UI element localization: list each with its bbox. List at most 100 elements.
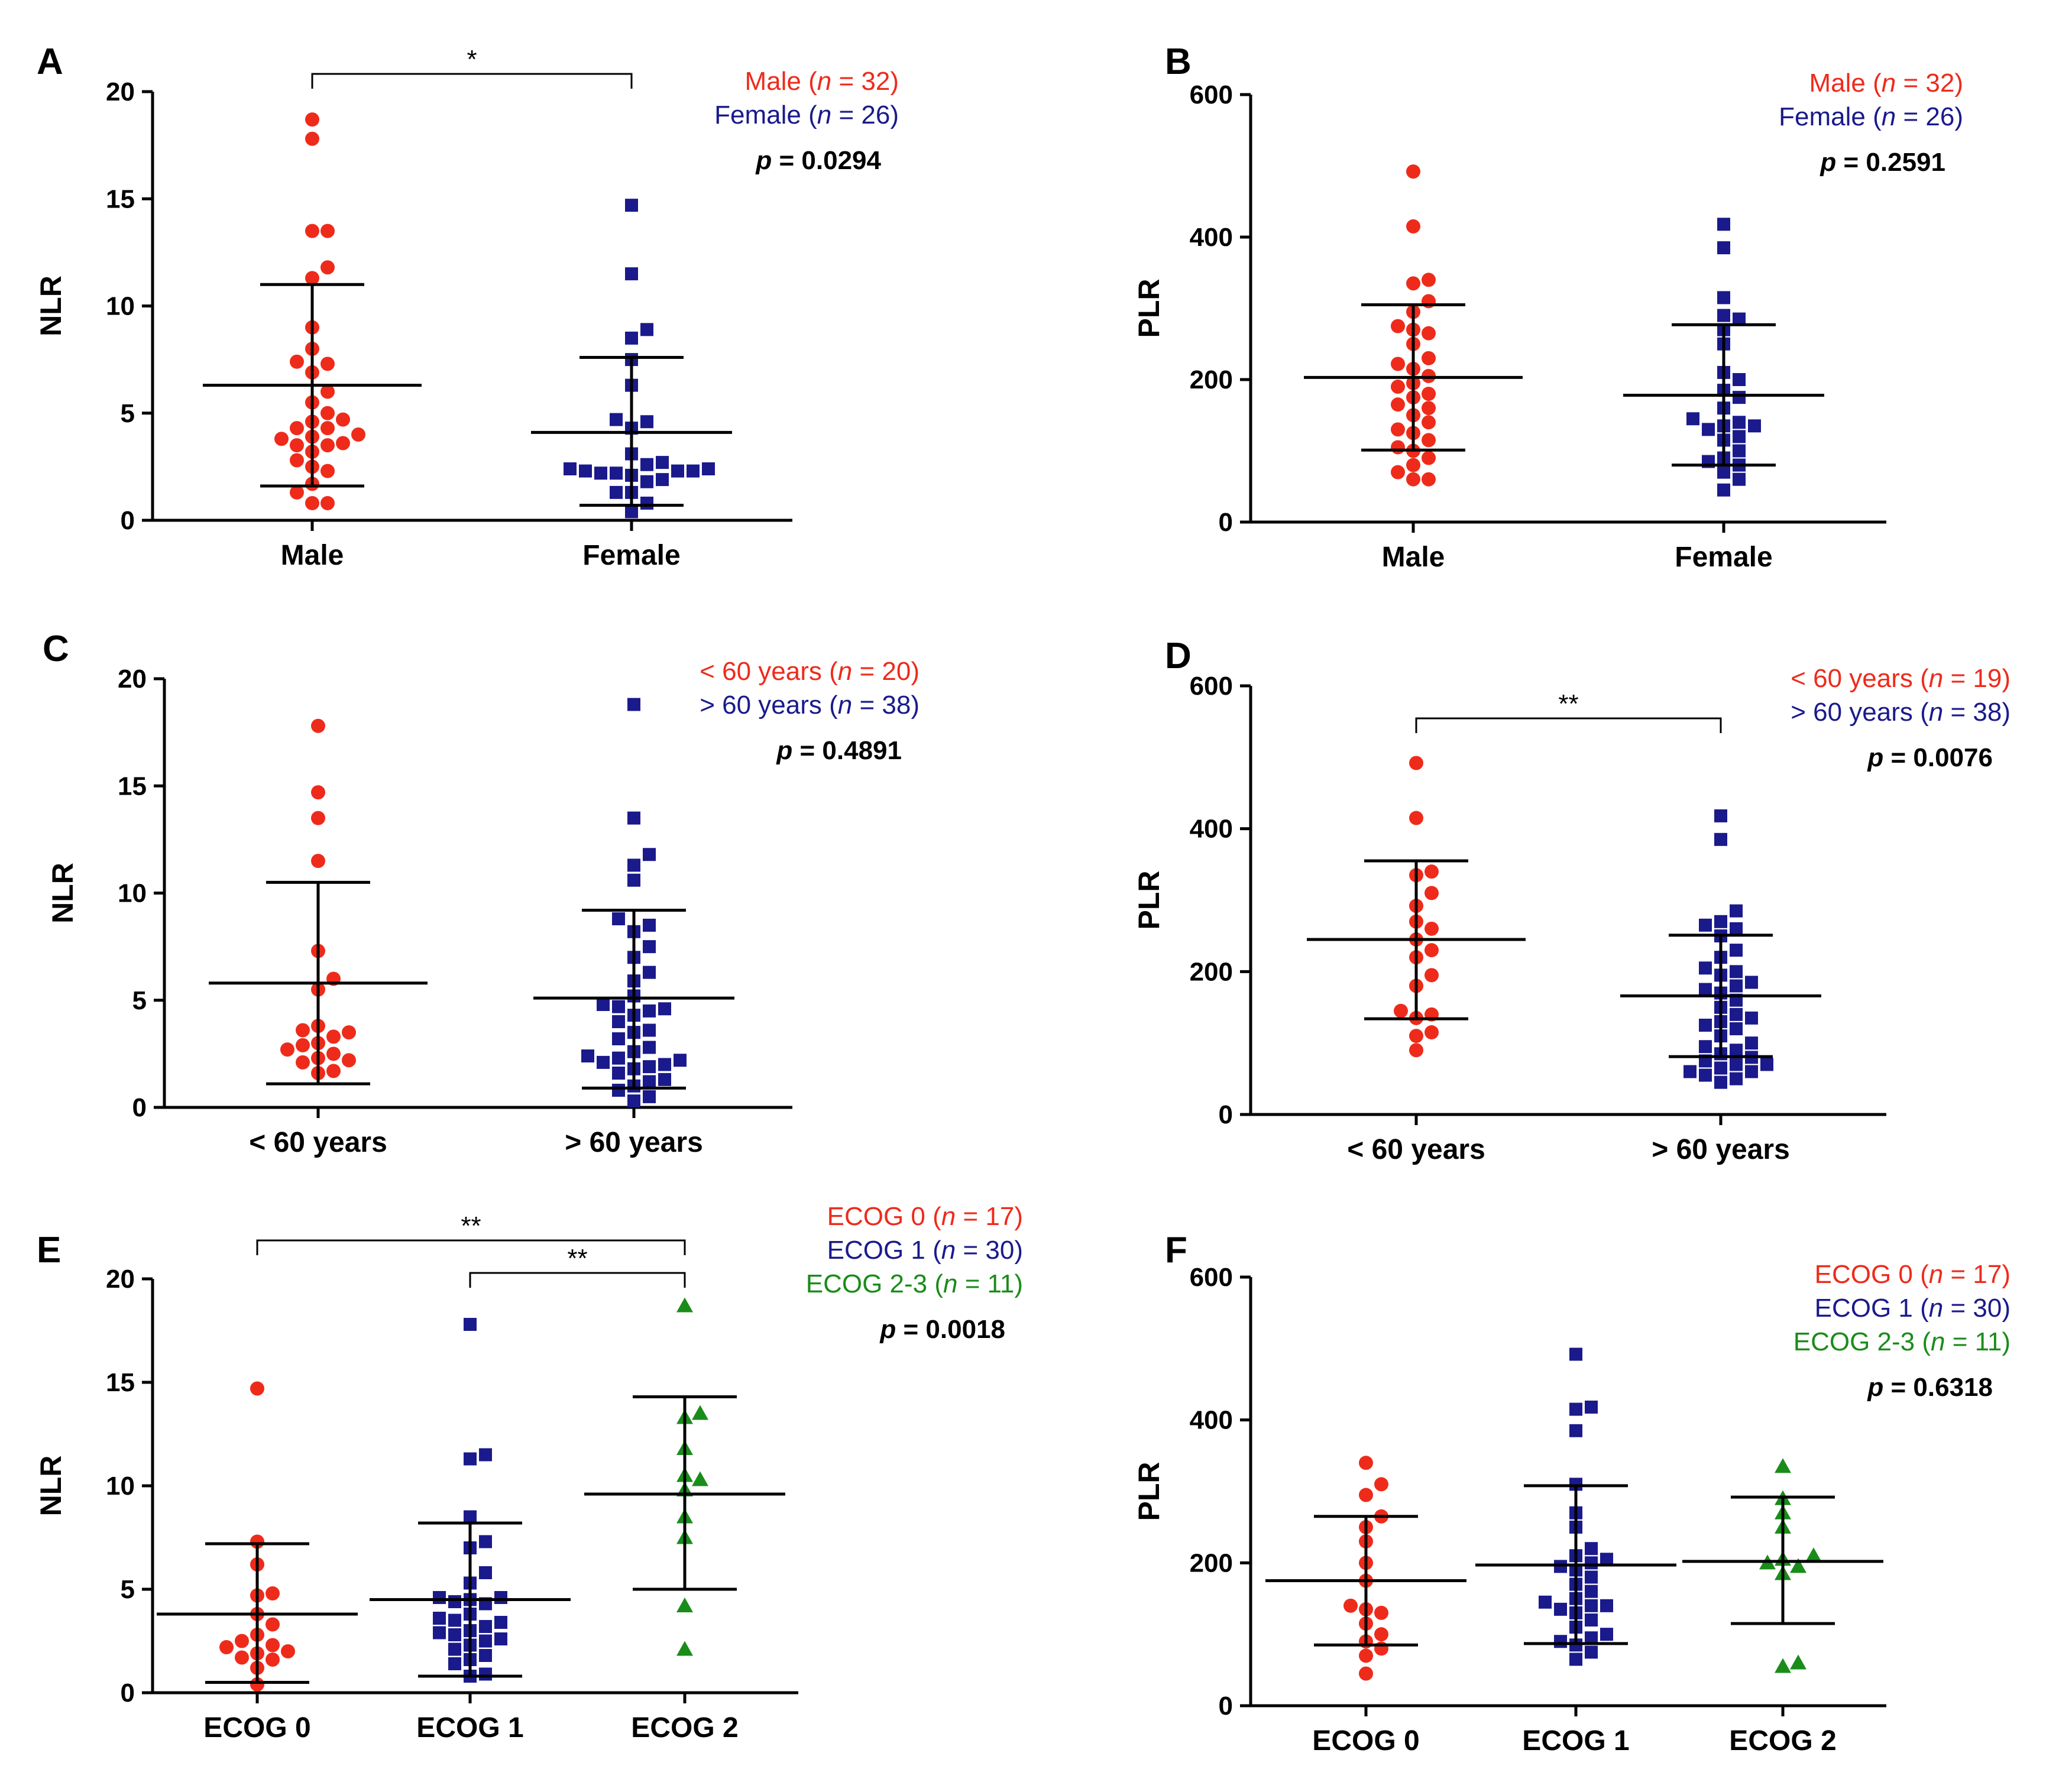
y-tick-label: 0 (1219, 1100, 1233, 1129)
data-point (612, 912, 625, 925)
data-point (1585, 1645, 1598, 1659)
data-point (494, 1632, 507, 1645)
data-point (235, 1634, 249, 1648)
data-point (266, 1617, 280, 1632)
data-point (1748, 419, 1761, 433)
data-point (336, 436, 350, 451)
panel-label: F (1165, 1230, 1187, 1271)
data-point (1422, 401, 1436, 416)
data-point (643, 1004, 656, 1018)
y-tick-label: 0 (121, 1679, 135, 1708)
data-point (1374, 1605, 1388, 1620)
y-tick-label: 400 (1190, 815, 1233, 844)
data-point (676, 1598, 693, 1612)
y-axis-label: PLR (1132, 1462, 1166, 1521)
data-point (1600, 1628, 1613, 1641)
data-point (656, 473, 669, 487)
data-point (296, 1038, 310, 1052)
data-point (1406, 164, 1420, 179)
data-point (1422, 451, 1436, 465)
data-point (296, 1023, 310, 1038)
legend-entry: < 60 years (n = 20) (700, 657, 920, 686)
significance-bracket (311, 73, 633, 89)
data-point (627, 811, 640, 825)
data-point (266, 1586, 280, 1600)
legend-entry: ECOG 2-3 (n = 11) (1793, 1327, 2011, 1356)
data-point (1406, 276, 1420, 291)
y-tick-label: 15 (118, 772, 147, 801)
data-point (625, 267, 638, 281)
data-point (320, 464, 335, 478)
y-tick-label: 200 (1190, 365, 1233, 394)
y-axis-label: PLR (1132, 871, 1166, 930)
data-point (290, 438, 304, 453)
data-point (326, 1029, 341, 1044)
data-point (311, 718, 325, 733)
data-point (658, 1002, 671, 1016)
data-point (1585, 1585, 1598, 1598)
data-point (643, 1075, 656, 1088)
panel-label: E (37, 1230, 61, 1271)
data-point (627, 858, 640, 872)
legend-entry: ECOG 1 (n = 30) (827, 1236, 1023, 1265)
x-tick-label: ECOG 2 (1729, 1725, 1836, 1757)
data-point (581, 1049, 594, 1062)
data-point (1422, 351, 1436, 365)
data-point (612, 1032, 625, 1045)
data-point (290, 421, 304, 436)
data-point (640, 323, 653, 336)
data-point (1702, 423, 1715, 436)
data-point (1424, 1025, 1439, 1040)
data-point (1699, 961, 1712, 975)
data-point (311, 811, 325, 825)
y-tick-label: 15 (106, 184, 135, 213)
data-point (1733, 391, 1746, 404)
data-point (433, 1612, 446, 1625)
data-point (320, 384, 335, 399)
y-tick-label: 0 (1219, 508, 1233, 537)
legend-entry: ECOG 2-3 (n = 11) (806, 1269, 1023, 1298)
data-point (320, 438, 335, 453)
legend-entry: Male (n = 32) (1809, 69, 1963, 98)
data-point (1422, 326, 1436, 341)
data-point (676, 1641, 693, 1656)
x-tick-label: Female (1675, 542, 1772, 573)
data-point (326, 1046, 341, 1061)
p-value: p = 0.4891 (776, 736, 902, 765)
data-point (479, 1667, 492, 1681)
data-point (625, 199, 638, 212)
data-point (448, 1613, 461, 1627)
data-point (1554, 1635, 1567, 1648)
data-point (1422, 433, 1436, 448)
data-point (464, 1510, 477, 1524)
data-point (656, 456, 669, 469)
data-point (674, 1054, 687, 1067)
data-point (702, 462, 715, 475)
data-point (1569, 1653, 1582, 1666)
data-point (612, 1084, 625, 1097)
panel-C: C 0 5 10 15 20 NLR < 60 years > 60 years < 60 yea… (43, 628, 920, 1158)
data-point (311, 785, 325, 800)
significance-label: ** (1558, 689, 1578, 718)
panel-B: B 0 200 400 600 PLR Male Female Male (n = 32) Fem… (1132, 41, 1963, 573)
data-point (1424, 943, 1439, 958)
x-tick-label: Male (1382, 542, 1445, 573)
data-point (564, 462, 577, 475)
data-point (494, 1591, 507, 1604)
p-value: p = 0.0294 (755, 146, 881, 175)
data-point (1730, 965, 1743, 979)
data-point (433, 1591, 446, 1604)
panel-A: A 0 5 10 15 20 NLR Male Female * Male (n = 32) Fema… (34, 41, 899, 571)
data-point (1699, 1040, 1712, 1054)
x-tick-label: ECOG 0 (1312, 1725, 1419, 1757)
data-point (290, 485, 304, 500)
data-point (1745, 1036, 1758, 1050)
data-point (1730, 922, 1743, 935)
data-point (1730, 1007, 1743, 1021)
y-axis-label: NLR (46, 863, 79, 924)
data-point (1585, 1400, 1598, 1414)
y-tick-label: 0 (121, 506, 135, 535)
data-point (479, 1634, 492, 1648)
data-point (479, 1566, 492, 1579)
